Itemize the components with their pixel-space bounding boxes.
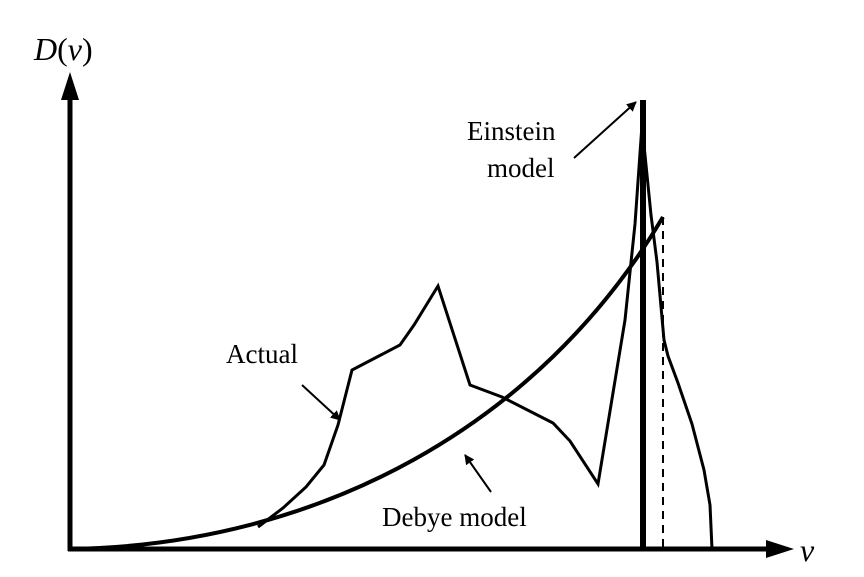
y-axis-label-variable: ν — [68, 31, 83, 67]
x-axis-arrowhead — [766, 540, 794, 558]
debye-label: Debye model — [382, 502, 527, 532]
einstein-pointer-arrow — [573, 101, 637, 159]
debye-curve — [69, 215, 665, 551]
einstein-label-line1: Einstein — [467, 116, 556, 146]
actual-pointer-arrow — [301, 384, 341, 421]
y-axis-label-function: D — [33, 31, 57, 67]
x-axis-label: ν — [800, 532, 815, 568]
y-axis-arrowhead — [61, 72, 79, 100]
einstein-label-line2: model — [487, 153, 555, 183]
y-axis-label-close-paren: ) — [82, 31, 93, 67]
actual-label: Actual — [226, 339, 298, 369]
y-axis-label-open-paren: ( — [57, 31, 68, 67]
debye-pointer-arrow — [464, 454, 492, 493]
y-axis-label: D(ν) — [33, 31, 93, 67]
